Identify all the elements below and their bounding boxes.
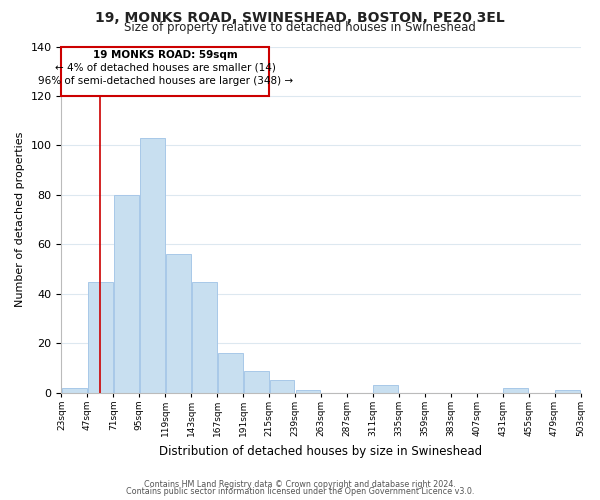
Text: Contains public sector information licensed under the Open Government Licence v3: Contains public sector information licen… [126, 487, 474, 496]
Text: Contains HM Land Registry data © Crown copyright and database right 2024.: Contains HM Land Registry data © Crown c… [144, 480, 456, 489]
Y-axis label: Number of detached properties: Number of detached properties [15, 132, 25, 308]
Bar [88, 282, 113, 393]
X-axis label: Distribution of detached houses by size in Swineshead: Distribution of detached houses by size … [160, 444, 482, 458]
Text: ← 4% of detached houses are smaller (14): ← 4% of detached houses are smaller (14) [55, 62, 275, 72]
Text: 19, MONKS ROAD, SWINESHEAD, BOSTON, PE20 3EL: 19, MONKS ROAD, SWINESHEAD, BOSTON, PE20… [95, 11, 505, 25]
Bar [62, 388, 87, 393]
Bar [114, 195, 139, 393]
Bar [218, 354, 242, 393]
Text: 19 MONKS ROAD: 59sqm: 19 MONKS ROAD: 59sqm [93, 50, 238, 60]
Bar [140, 138, 164, 393]
Bar [192, 282, 217, 393]
Text: 96% of semi-detached houses are larger (348) →: 96% of semi-detached houses are larger (… [38, 76, 293, 86]
Bar [166, 254, 191, 393]
Text: Size of property relative to detached houses in Swineshead: Size of property relative to detached ho… [124, 21, 476, 34]
Bar [555, 390, 580, 393]
Bar [373, 386, 398, 393]
Bar [296, 390, 320, 393]
Bar [269, 380, 295, 393]
Bar [61, 46, 269, 96]
Bar [244, 370, 269, 393]
Bar [503, 388, 528, 393]
